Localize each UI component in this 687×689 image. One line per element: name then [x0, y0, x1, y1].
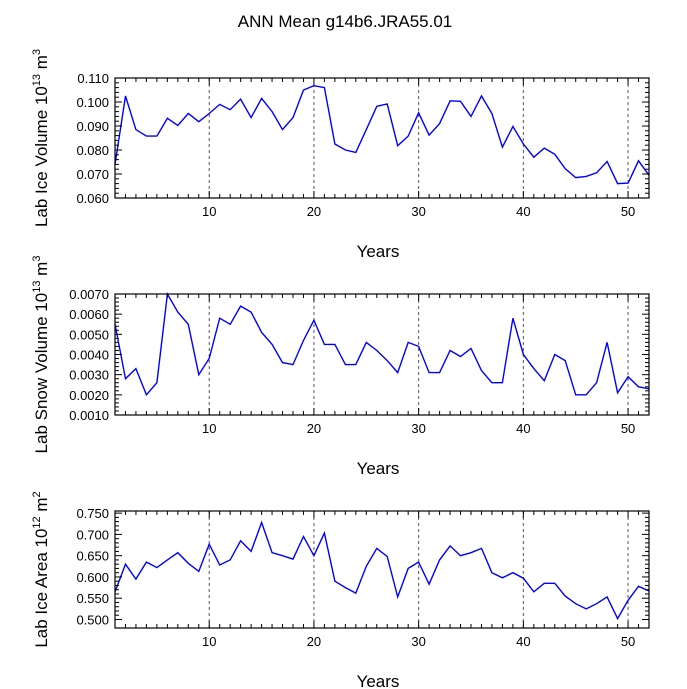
ice-area-ytick-label: 0.500 — [76, 612, 109, 627]
ice-area-xtick-label: 10 — [202, 634, 216, 649]
snow-volume-ytick-label: 0.0010 — [69, 408, 109, 423]
ice-area-panel: 10 20 30 40 50 0.500 0.550 0.600 0.650 0.700 0.750… — [31, 491, 650, 689]
ice-volume-plot-frame — [114, 77, 650, 199]
ice-volume-y-axis-label-unit-exp: 3 — [31, 49, 43, 55]
ice-volume-y-axis-label-main: Lab Ice Volume 10 — [32, 86, 51, 227]
ice-volume-series-line — [114, 84, 650, 185]
ice-area-ytick-label: 0.750 — [76, 506, 109, 521]
snow-volume-y-axis-label: Lab Snow Volume 1013 m3 — [31, 256, 51, 454]
snow-volume-xtick-label: 20 — [307, 421, 321, 436]
snow-volume-ytick-label: 0.0060 — [69, 307, 109, 322]
ice-volume-xtick-label: 10 — [202, 204, 216, 219]
snow-volume-xtick-label: 50 — [621, 421, 635, 436]
ice-volume-ytick-label: 0.070 — [76, 167, 109, 182]
ice-area-y-axis-label-unit-exp: 2 — [31, 491, 43, 497]
chart-title: ANN Mean g14b6.JRA55.01 — [238, 12, 453, 31]
ice-volume-y-axis-label: Lab Ice Volume 1013 m3 — [31, 49, 51, 227]
snow-volume-y-axis-label-main: Lab Snow Volume 10 — [32, 293, 51, 454]
ice-area-xtick-label: 50 — [621, 634, 635, 649]
ice-area-x-axis-label: Years — [357, 672, 400, 689]
ice-volume-ytick-label: 0.080 — [76, 143, 109, 158]
snow-volume-y-axis-label-exp: 13 — [31, 281, 43, 293]
ice-volume-ytick-label: 0.110 — [77, 71, 109, 86]
snow-volume-x-axis-label: Years — [357, 459, 400, 478]
ice-area-ytick-label: 0.550 — [76, 591, 109, 606]
ice-area-y-axis-label-exp: 12 — [31, 516, 43, 528]
ice-area-ytick-label: 0.650 — [76, 549, 109, 564]
ice-area-plot-frame — [114, 510, 650, 629]
ice-volume-ytick-label: 0.100 — [76, 95, 109, 110]
ice-volume-x-axis-label: Years — [357, 242, 400, 261]
ice-volume-y-axis-label-exp: 13 — [31, 74, 43, 86]
ice-volume-xtick-label: 30 — [411, 204, 425, 219]
snow-volume-ytick-label: 0.0030 — [69, 368, 109, 383]
snow-volume-xtick-label: 30 — [411, 421, 425, 436]
ice-area-xtick-label: 40 — [516, 634, 530, 649]
ice-volume-xtick-label: 20 — [307, 204, 321, 219]
ice-volume-xtick-label: 40 — [516, 204, 530, 219]
snow-volume-ytick-label: 0.0070 — [69, 287, 109, 302]
ice-volume-ytick-label: 0.090 — [76, 119, 109, 134]
snow-volume-ytick-label: 0.0020 — [69, 388, 109, 403]
ice-area-xtick-label: 30 — [411, 634, 425, 649]
snow-volume-y-axis-label-unit: m — [32, 262, 51, 281]
ice-area-y-axis-label: Lab Ice Area 1012 m2 — [31, 491, 51, 647]
ice-area-ytick-label: 0.600 — [76, 570, 109, 585]
ice-volume-ytick-label: 0.060 — [76, 191, 109, 206]
ice-area-ytick-label: 0.700 — [76, 527, 109, 542]
ice-volume-y-axis-label-unit: m — [32, 55, 51, 74]
snow-volume-ytick-label: 0.0040 — [69, 348, 109, 363]
snow-volume-ytick-label: 0.0050 — [69, 327, 109, 342]
ice-volume-xtick-label: 50 — [621, 204, 635, 219]
snow-volume-panel: 10 20 30 40 50 0.0010 0.0020 0.0030 0.0040 0.0050… — [31, 256, 650, 478]
snow-volume-xtick-label: 40 — [516, 421, 530, 436]
snow-volume-xtick-label: 10 — [202, 421, 216, 436]
ice-area-y-axis-label-unit: m — [32, 497, 51, 516]
snow-volume-y-axis-label-unit-exp: 3 — [31, 256, 43, 262]
ice-area-series-line — [114, 520, 650, 621]
snow-volume-series-line — [114, 291, 650, 397]
ice-area-y-axis-label-main: Lab Ice Area 10 — [32, 529, 51, 648]
ice-volume-panel: 10 20 30 40 50 0.060 0.070 0.080 0.090 0.100 0.110… — [31, 49, 650, 261]
ice-area-xtick-label: 20 — [307, 634, 321, 649]
